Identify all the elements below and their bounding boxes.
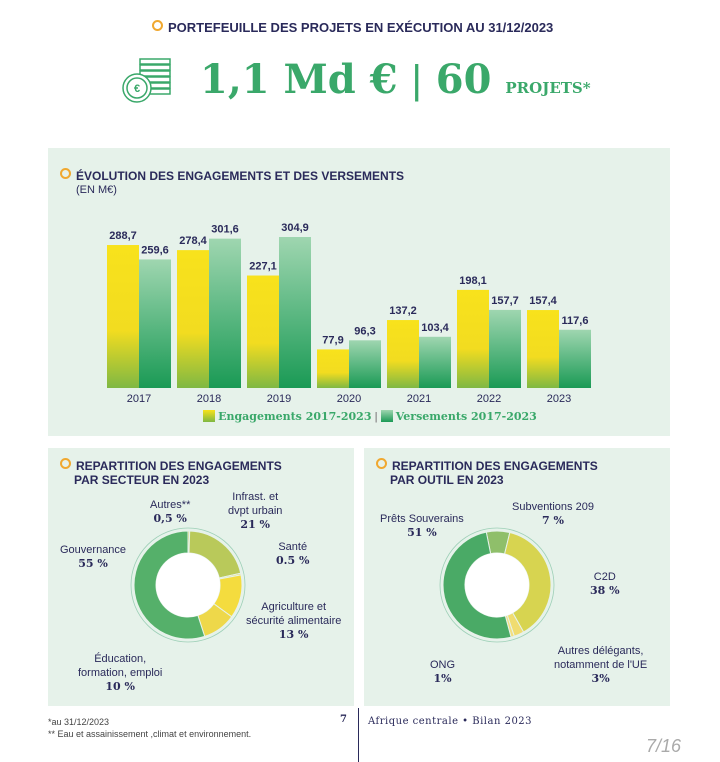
bar-engagements-2017	[107, 245, 139, 388]
label-gouvernance: Gouvernance 55 %	[60, 544, 127, 570]
label-infrast: Infrast. et dvpt urbain 21 %	[228, 491, 283, 531]
label-sante: Santé 0.5 %	[276, 541, 310, 567]
bar-engagements-2021	[387, 320, 419, 388]
bar-label: 157,7	[491, 295, 519, 307]
bar-chart-subtitle: (EN M€)	[76, 184, 117, 196]
bar-engagements-2019	[247, 275, 279, 388]
bar-label: 137,2	[389, 305, 417, 317]
bar-label: 157,4	[529, 295, 557, 307]
tool-donut	[439, 527, 555, 643]
sector-donut	[130, 527, 246, 643]
x-tick-label: 2017	[127, 393, 151, 405]
bar-label: 278,4	[179, 235, 207, 247]
x-tick-label: 2018	[197, 393, 221, 405]
legend-engagements: Engagements 2017-2023	[218, 410, 372, 423]
bar-engagements-2020	[317, 349, 349, 388]
label-education: Éducation, formation, emploi 10 %	[78, 653, 163, 693]
x-tick-label: 2022	[477, 393, 501, 405]
page-title: PORTEFEUILLE DES PROJETS EN EXÉCUTION AU…	[152, 20, 553, 35]
bar-label: 117,6	[562, 315, 589, 327]
page-number: 7	[340, 714, 347, 725]
x-tick-label: 2021	[407, 393, 431, 405]
bar-label: 198,1	[459, 275, 487, 287]
footnotes: *au 31/12/2023 ** Eau et assainissement ,…	[48, 717, 252, 739]
bar-label: 304,9	[281, 222, 309, 234]
bar-chart-panel: ÉVOLUTION DES ENGAGEMENTS ET DES VERSEME…	[48, 148, 670, 436]
title-text: PORTEFEUILLE DES PROJETS EN EXÉCUTION AU…	[168, 20, 554, 35]
sector-title-2: PAR SECTEUR EN 2023	[74, 473, 210, 487]
label-c2d: C2D 38 %	[590, 571, 620, 597]
bar-label: 77,9	[322, 334, 343, 346]
label-autres: Autres** 0,5 %	[150, 499, 191, 525]
bar-versements-2017	[139, 259, 171, 388]
separator: |	[411, 58, 422, 102]
label-ong: ONG 1%	[430, 659, 456, 685]
sector-donut-panel: REPARTITION DES ENGAGEMENTS PAR SECTEUR E…	[48, 448, 354, 706]
bar-chart: 288,7 259,6 2017 278,4 301,6 2018 227,1 304,9 20…	[107, 222, 591, 405]
svg-text:€: €	[134, 83, 140, 95]
tool-title-2: PAR OUTIL EN 2023	[390, 473, 504, 487]
legend-swatch-versements	[380, 410, 393, 422]
label-autres-delegants: Autres délégants, notamment de l'UE 3%	[554, 645, 648, 685]
x-tick-label: 2020	[337, 393, 361, 405]
tool-title-1: REPARTITION DES ENGAGEMENTS	[392, 459, 598, 473]
project-unit: PROJETS*	[505, 79, 591, 97]
bar-engagements-2018	[177, 250, 209, 388]
bar-engagements-2022	[457, 289, 489, 388]
bar-versements-2022	[489, 309, 521, 388]
bar-legend: Engagements 2017-2023 | Versements 2017-…	[203, 410, 537, 423]
bar-chart-title: ÉVOLUTION DES ENGAGEMENTS ET DES VERSEME…	[76, 169, 405, 183]
bar-versements-2023	[559, 329, 591, 388]
bar-label: 288,7	[109, 230, 137, 242]
bar-versements-2018	[209, 238, 241, 388]
bar-versements-2021	[419, 336, 451, 388]
label-subventions: Subventions 209 7 %	[512, 501, 594, 527]
bar-label: 301,6	[211, 224, 239, 236]
bar-label: 259,6	[141, 244, 169, 256]
bar-versements-2019	[279, 237, 311, 388]
donut-outline	[130, 527, 246, 643]
tool-donut-panel: REPARTITION DES ENGAGEMENTS PAR OUTIL EN …	[364, 448, 670, 706]
x-tick-label: 2019	[267, 393, 291, 405]
page-counter: 7/16	[646, 736, 682, 756]
bar-label: 96,3	[354, 325, 375, 337]
label-prets: Prêts Souverains 51 %	[380, 513, 464, 539]
coins-icon: €	[122, 58, 171, 103]
bar-label: 103,4	[421, 322, 449, 334]
donut-hole	[465, 553, 529, 617]
x-tick-label: 2023	[547, 393, 571, 405]
bar-engagements-2023	[527, 310, 559, 388]
legend-versements: Versements 2017-2023	[395, 410, 537, 423]
bar-label: 227,1	[249, 261, 277, 273]
legend-swatch-engagements	[203, 410, 215, 422]
project-count: 60	[435, 56, 492, 103]
amount: 1,1 Md €	[200, 56, 398, 103]
publication-name: Afrique centrale • Bilan 2023	[368, 716, 533, 727]
sector-title-1: REPARTITION DES ENGAGEMENTS	[76, 459, 282, 473]
label-agriculture: Agriculture et sécurité alimentaire 13 %	[246, 601, 342, 641]
footer-divider	[358, 708, 359, 762]
donut-outline	[439, 527, 555, 643]
donut-hole	[156, 553, 220, 617]
bar-versements-2020	[349, 340, 381, 388]
